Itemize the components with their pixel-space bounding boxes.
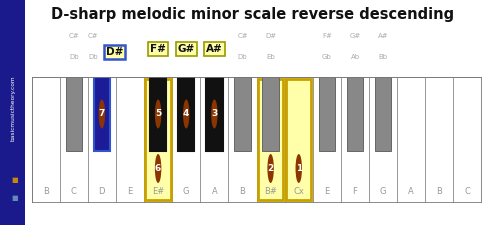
Bar (284, 76, 312, 202)
Text: F#: F# (321, 33, 331, 39)
Text: D#: D# (265, 33, 275, 39)
Bar (286, 79, 311, 200)
Bar (62, 202, 85, 209)
Circle shape (295, 154, 302, 183)
Text: B: B (239, 187, 245, 196)
Bar (374, 76, 391, 151)
Bar (150, 76, 166, 151)
Circle shape (182, 99, 189, 128)
Bar (346, 76, 363, 151)
Text: 7: 7 (98, 110, 105, 119)
Text: C: C (71, 187, 76, 196)
Text: B#: B# (264, 187, 276, 196)
Bar (65, 76, 82, 151)
Text: Eb: Eb (266, 54, 274, 60)
Text: A#: A# (206, 44, 222, 54)
Bar (172, 76, 200, 202)
Text: 2: 2 (267, 164, 273, 173)
Text: 1: 1 (295, 164, 301, 173)
Text: F#: F# (150, 44, 166, 54)
Circle shape (154, 154, 161, 183)
Circle shape (211, 99, 217, 128)
Bar (116, 76, 144, 202)
Text: 3: 3 (211, 110, 217, 119)
Text: D-sharp melodic minor scale reverse descending: D-sharp melodic minor scale reverse desc… (50, 7, 453, 22)
Bar (88, 76, 116, 202)
Text: G#: G# (177, 44, 195, 54)
Text: 5: 5 (155, 110, 161, 119)
Text: E#: E# (151, 187, 164, 196)
Bar (256, 76, 284, 202)
Circle shape (98, 99, 105, 128)
Text: G: G (379, 187, 386, 196)
Text: C#: C# (88, 33, 99, 39)
Text: Ab: Ab (350, 54, 359, 60)
Text: A#: A# (377, 33, 388, 39)
Bar (257, 79, 283, 200)
Bar (234, 76, 250, 151)
Bar (145, 79, 170, 200)
Text: A: A (408, 187, 413, 196)
Text: ■: ■ (12, 195, 18, 201)
Bar (318, 76, 334, 151)
Bar (144, 76, 172, 202)
Text: C#: C# (237, 33, 247, 39)
Bar (396, 76, 424, 202)
Text: Db: Db (69, 54, 78, 60)
Text: E: E (324, 187, 329, 196)
Bar (368, 76, 396, 202)
Text: 4: 4 (182, 110, 189, 119)
Text: 6: 6 (155, 164, 161, 173)
Text: D#: D# (106, 47, 123, 57)
Circle shape (267, 154, 273, 183)
Text: B: B (43, 187, 48, 196)
Text: ■: ■ (12, 177, 18, 183)
Text: Db: Db (89, 54, 98, 60)
Bar (228, 76, 256, 202)
Text: basicmusictheory.com: basicmusictheory.com (10, 75, 15, 141)
Bar (200, 76, 228, 202)
Text: E: E (127, 187, 132, 196)
Text: D: D (98, 187, 105, 196)
Bar (424, 76, 453, 202)
Bar (178, 76, 194, 151)
Text: Gb: Gb (321, 54, 331, 60)
Bar (206, 76, 222, 151)
Text: B: B (436, 187, 441, 196)
Text: Cx: Cx (293, 187, 303, 196)
Bar (340, 76, 368, 202)
Text: F: F (352, 187, 357, 196)
Text: C: C (464, 187, 469, 196)
Text: Bb: Bb (378, 54, 387, 60)
Bar (262, 76, 278, 151)
Text: G: G (182, 187, 189, 196)
Bar (453, 76, 481, 202)
Bar (60, 76, 88, 202)
Bar (93, 76, 110, 151)
Text: C#: C# (68, 33, 79, 39)
Circle shape (154, 99, 161, 128)
Bar (31, 76, 60, 202)
Text: A: A (211, 187, 217, 196)
Bar (312, 76, 340, 202)
Text: G#: G# (348, 33, 360, 39)
Text: Db: Db (237, 54, 247, 60)
